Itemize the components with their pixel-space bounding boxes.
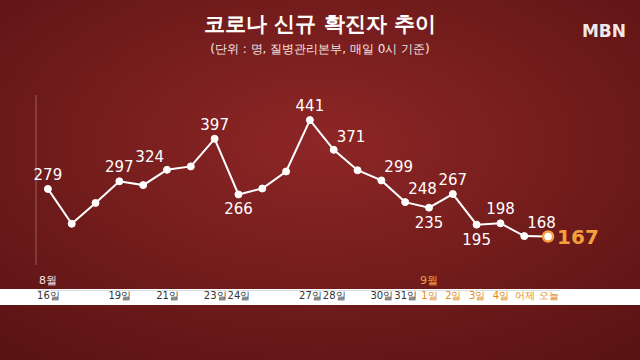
x-tick-label: 28일 [323, 290, 346, 301]
plot [44, 117, 553, 242]
x-tick-label: 19일 [108, 290, 131, 301]
point [378, 177, 385, 184]
x-tick: 24일 [228, 290, 251, 301]
x-tick-label: 어제 [515, 290, 535, 301]
x-tick: 21일 [156, 290, 179, 301]
data-label: 324 [135, 148, 164, 166]
x-tick: 2일 [445, 290, 461, 301]
point [44, 185, 51, 192]
title: 코로나 신규 확진자 추이 [204, 12, 436, 36]
point [68, 220, 75, 227]
x-tick: 4일 [493, 290, 509, 301]
point [92, 199, 99, 206]
month-label: 8월 [39, 274, 57, 287]
chart: 코로나 신규 확진자 추이 (단위 : 명, 질병관리본부, 매일 0시 기준) 1… [0, 0, 640, 360]
data-label: 441 [296, 97, 325, 115]
data-label: 235 [415, 214, 444, 232]
data-label: 167 [557, 225, 599, 249]
background [0, 0, 640, 360]
x-tick: 31일 [394, 290, 417, 301]
point [330, 146, 337, 153]
logo: MBN [582, 21, 626, 41]
point [306, 117, 313, 124]
data-label: 168 [527, 214, 556, 232]
x-tick: 어제 [515, 290, 535, 301]
x-tick-label: 16일 [37, 290, 60, 301]
point [259, 185, 266, 192]
data-label: 248 [408, 180, 437, 198]
x-tick: 1일 [421, 290, 437, 301]
x-tick-label: 24일 [228, 290, 251, 301]
data-label: 198 [486, 200, 515, 218]
point [449, 191, 456, 198]
x-tick-label: 31일 [394, 290, 417, 301]
point [543, 232, 553, 242]
point [116, 178, 123, 185]
point [402, 199, 409, 206]
point [235, 191, 242, 198]
data-label: 397 [200, 116, 229, 134]
x-tick: 27일 [299, 290, 322, 301]
x-tick-label: 21일 [156, 290, 179, 301]
x-axis: 16일 19일 21일 23일24일 27일28일 30일31일 1일 2일 3일 4일 어제 오늘 [37, 290, 561, 301]
subtitle: (단위 : 명, 질병관리본부, 매일 0시 기준) [210, 42, 430, 56]
point [164, 166, 171, 173]
data-label: 299 [384, 158, 413, 176]
x-tick: 16일 [37, 290, 60, 301]
point [187, 163, 194, 170]
x-tick: 3일 [469, 290, 485, 301]
point [283, 168, 290, 175]
x-tick-label: 1일 [421, 290, 437, 301]
x-tick-label: 4일 [493, 290, 509, 301]
point [521, 233, 528, 240]
point [473, 221, 480, 228]
data-label: 371 [337, 128, 366, 146]
x-tick: 19일 [108, 290, 131, 301]
point [211, 135, 218, 142]
x-tick-label: 27일 [299, 290, 322, 301]
x-tick: 오늘 [539, 290, 559, 301]
x-tick: 28일 [323, 290, 346, 301]
month-label: 9월 [420, 274, 438, 287]
x-tick: 23일 [204, 290, 227, 301]
point [140, 182, 147, 189]
data-label: 266 [224, 200, 253, 218]
axis-band [0, 289, 640, 305]
line [48, 120, 548, 236]
x-tick-label: 오늘 [539, 290, 559, 301]
x-tick-label: 30일 [370, 290, 393, 301]
x-tick: 30일 [370, 290, 393, 301]
point [426, 204, 433, 211]
data-label: 195 [462, 231, 491, 249]
x-tick-label: 2일 [445, 290, 461, 301]
point [354, 167, 361, 174]
x-tick-label: 3일 [469, 290, 485, 301]
data-label: 267 [438, 171, 467, 189]
point [497, 220, 504, 227]
data-label: 279 [34, 166, 63, 184]
x-tick-label: 23일 [204, 290, 227, 301]
data-label: 297 [105, 158, 134, 176]
